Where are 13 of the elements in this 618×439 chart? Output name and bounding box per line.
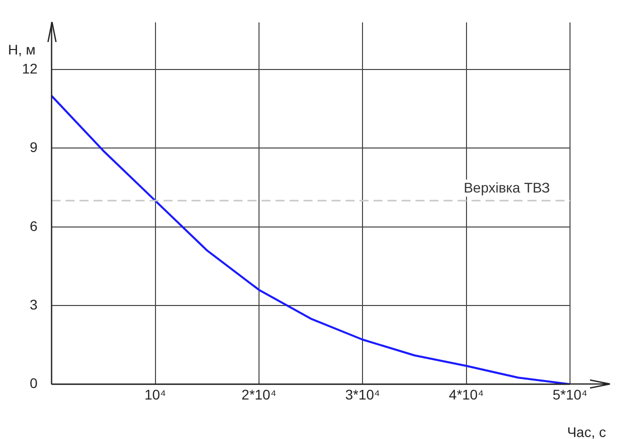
x-axis-title: Час, с	[567, 424, 606, 439]
y-tick-label: 0	[30, 375, 38, 392]
y-tick-label: 6	[30, 218, 38, 234]
y-tick-label: 12	[22, 60, 38, 76]
x-tick-label: 2*10⁴	[242, 386, 276, 402]
ref-line-label: Верхівка ТВЗ	[464, 180, 550, 196]
y-tick-label: 9	[30, 139, 38, 156]
y-axis-title: Н, м	[8, 41, 36, 58]
x-tick-label: 5*10⁴	[552, 386, 588, 402]
y-tick-label: 3	[30, 296, 38, 312]
x-tick-label: 4*10⁴	[448, 386, 484, 402]
x-tick-label: 3*10⁴	[345, 386, 380, 402]
x-tick-label: 10⁴	[144, 386, 166, 402]
